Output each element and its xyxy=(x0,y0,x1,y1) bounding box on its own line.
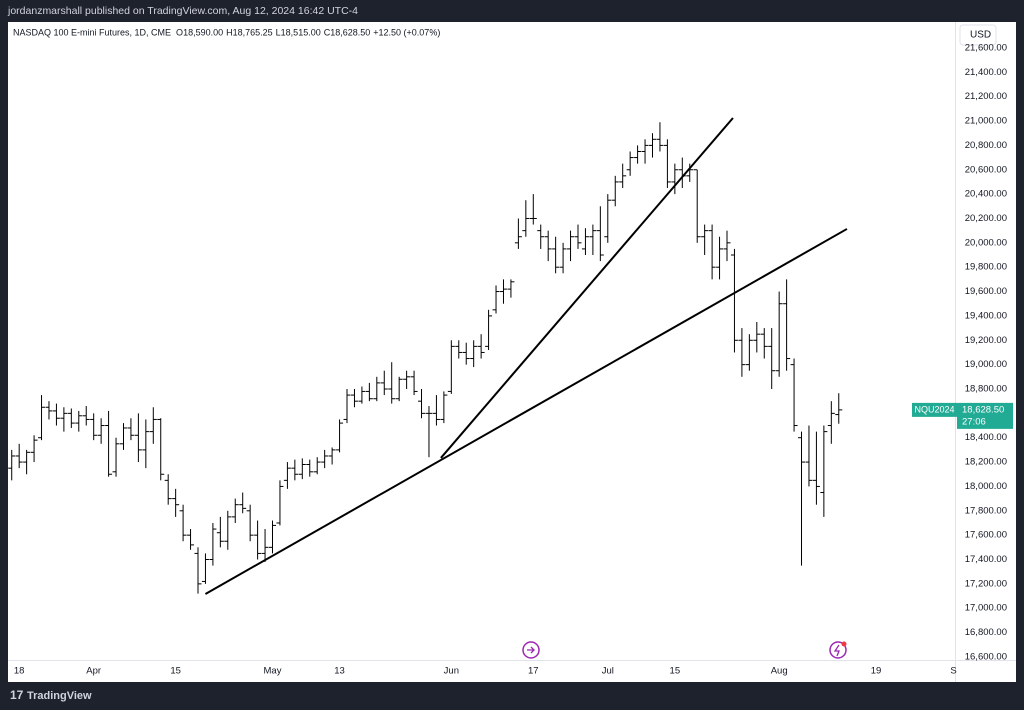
y-tick-label: 18,200.00 xyxy=(965,457,1007,468)
y-tick-label: 20,000.00 xyxy=(965,237,1007,248)
last-price: 18,628.50 xyxy=(962,404,1004,415)
legend-text: H xyxy=(226,27,233,37)
x-tick-label: 15 xyxy=(670,666,681,677)
event-icons xyxy=(522,641,847,659)
footer-brand: TradingView xyxy=(27,690,92,702)
y-tick-label: 19,000.00 xyxy=(965,359,1007,370)
event-icon[interactable] xyxy=(829,641,847,659)
y-tick-label: 19,600.00 xyxy=(965,286,1007,297)
y-tick-label: 18,400.00 xyxy=(965,432,1007,443)
ticker: NQU2024 xyxy=(914,404,954,414)
y-tick-label: 20,200.00 xyxy=(965,213,1007,224)
legend-text: O xyxy=(176,27,183,37)
event-icon-bolt xyxy=(833,644,840,657)
y-tick-label: 20,800.00 xyxy=(965,140,1007,151)
footer: 17 TradingView xyxy=(10,688,92,702)
y-tick-label: 17,000.00 xyxy=(965,603,1007,614)
y-tick-label: 18,800.00 xyxy=(965,384,1007,395)
x-tick-label: S xyxy=(950,666,956,677)
legend-text: 18,515.00 xyxy=(281,27,321,37)
legend-text: 18,628.50 xyxy=(330,27,370,37)
x-tick-label: Apr xyxy=(86,666,101,677)
legend-text: NASDAQ 100 E-mini Futures, 1D, CME xyxy=(13,27,171,37)
x-tick-label: May xyxy=(264,666,282,677)
price-box xyxy=(957,402,1013,429)
legend-text: L xyxy=(276,27,281,37)
y-tick-label: 21,000.00 xyxy=(965,116,1007,127)
countdown: 27:06 xyxy=(962,416,986,427)
legend-text: C xyxy=(324,27,331,37)
y-tick-label: 20,600.00 xyxy=(965,164,1007,175)
event-badge xyxy=(841,641,847,647)
currency-box[interactable] xyxy=(959,24,997,46)
x-tick-label: Jun xyxy=(444,666,459,677)
y-tick-label: 17,800.00 xyxy=(965,505,1007,516)
x-tick-label: Aug xyxy=(771,666,788,677)
x-tick-label: 15 xyxy=(170,666,181,677)
trend-line xyxy=(204,228,848,595)
footer-logo: 17 xyxy=(10,688,24,702)
x-tick-label: 17 xyxy=(528,666,539,677)
y-tick-label: 17,200.00 xyxy=(965,578,1007,589)
y-tick-label: 20,400.00 xyxy=(965,189,1007,200)
y-tick-label: 21,600.00 xyxy=(965,42,1007,53)
legend-text: 18,590.00 xyxy=(183,27,223,37)
x-tick-label: 18 xyxy=(14,666,25,677)
y-tick-label: 16,600.00 xyxy=(965,651,1007,662)
x-tick-label: 19 xyxy=(871,666,882,677)
y-tick-label: 19,800.00 xyxy=(965,262,1007,273)
y-tick-label: 21,200.00 xyxy=(965,91,1007,102)
event-icon[interactable] xyxy=(522,641,540,659)
legend-text: +12.50 (+0.07%) xyxy=(373,27,440,37)
y-tick-label: 21,400.00 xyxy=(965,67,1007,78)
y-tick-label: 17,600.00 xyxy=(965,530,1007,541)
published-line: jordanzmarshall published on TradingView… xyxy=(7,5,358,17)
y-tick-label: 18,000.00 xyxy=(965,481,1007,492)
y-tick-label: 19,200.00 xyxy=(965,335,1007,346)
legend: NASDAQ 100 E-mini Futures, 1D, CME O 18,59… xyxy=(13,27,440,37)
y-tick-label: 16,800.00 xyxy=(965,627,1007,638)
ticker-box xyxy=(912,402,957,417)
plot-background xyxy=(8,22,1016,682)
x-tick-label: Jul xyxy=(602,666,614,677)
plot xyxy=(8,117,848,595)
trend-line xyxy=(440,117,734,459)
currency[interactable]: USD xyxy=(970,30,991,41)
y-tick-label: 17,400.00 xyxy=(965,554,1007,565)
event-icon-arrow xyxy=(527,646,535,654)
x-tick-label: 13 xyxy=(334,666,345,677)
y-tick-label: 19,400.00 xyxy=(965,310,1007,321)
legend-text: 18,765.25 xyxy=(233,27,273,37)
